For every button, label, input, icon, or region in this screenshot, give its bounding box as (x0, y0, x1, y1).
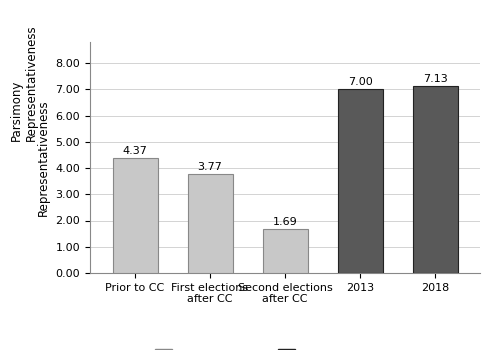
Text: 3.77: 3.77 (198, 162, 222, 172)
Text: 4.37: 4.37 (122, 146, 148, 156)
Text: 7.13: 7.13 (422, 74, 448, 84)
Bar (412, 86, 458, 273)
Legend: CC appointed, CC never appointed: CC appointed, CC never appointed (151, 345, 419, 350)
Text: 7.00: 7.00 (348, 77, 372, 88)
Text: 1.69: 1.69 (272, 217, 297, 227)
Bar (262, 229, 308, 273)
Text: Parsimony
Representativeness: Parsimony Representativeness (10, 25, 38, 141)
Bar (112, 158, 158, 273)
Bar (338, 89, 382, 273)
Bar (188, 174, 232, 273)
Y-axis label: Representativeness: Representativeness (37, 99, 50, 216)
